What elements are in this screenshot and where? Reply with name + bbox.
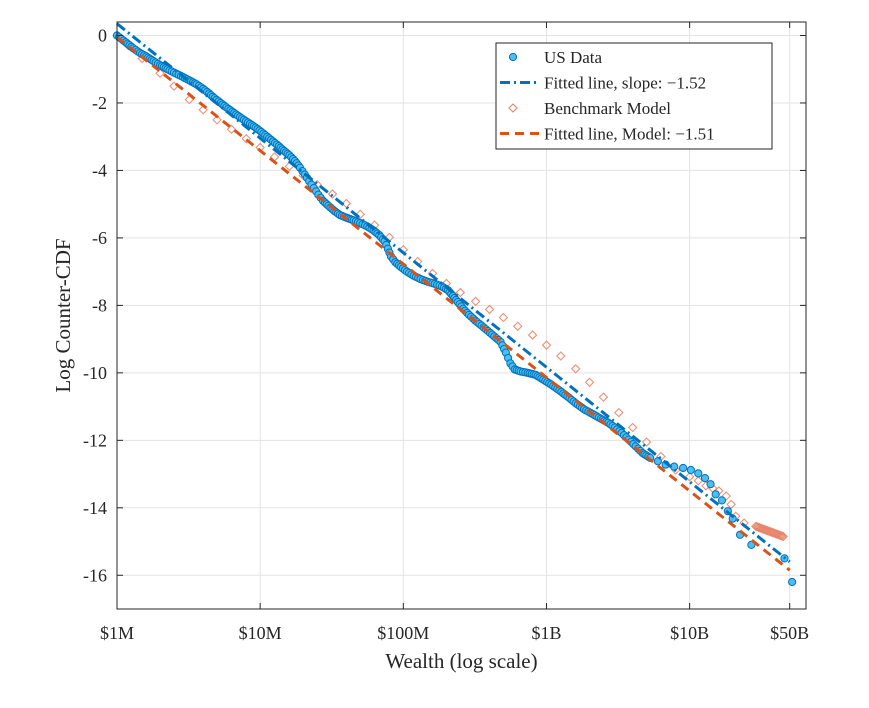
y-tick-label-4: -8 — [92, 295, 107, 315]
series-2-point-72 — [778, 531, 788, 542]
x-tick-label-1: $10M — [239, 623, 282, 643]
series-2-point-17 — [355, 209, 365, 220]
x-tick-label-5: $50B — [770, 623, 809, 643]
series-2-point-40 — [684, 471, 695, 482]
series-2-point-7 — [212, 115, 222, 125]
y-tick-label-7: -14 — [83, 498, 107, 518]
series-1-line — [116, 22, 791, 563]
x-axis-label: Wealth (log scale) — [385, 649, 537, 673]
series-2-point-25 — [470, 296, 481, 307]
y-axis-label: Log Counter-CDF — [51, 238, 75, 392]
legend-swatch-2 — [508, 103, 518, 113]
series-2-point-27 — [498, 312, 509, 323]
series-2-point-16 — [341, 198, 352, 209]
axis-ticks: $1M $10M $100M $1B $10B $50B 0 -2 -4 -6 -8 -10 -12 -1… — [83, 22, 809, 643]
y-tick-label-5: -10 — [83, 363, 107, 383]
series-2-point-32 — [570, 364, 581, 374]
y-tick-label-1: -2 — [92, 93, 107, 113]
x-tick-label-2: $100M — [377, 623, 429, 643]
series-2-point-8 — [226, 124, 237, 135]
x-tick-label-0: $1M — [100, 623, 134, 643]
series-0-point-273 — [717, 496, 726, 505]
legend: US Data Fitted line, slope: −1.52 Benchmar… — [495, 42, 773, 150]
series-2-point-9 — [241, 133, 252, 144]
series-3-line — [116, 36, 791, 572]
series-0-point-270 — [700, 474, 710, 483]
series-2-point-34 — [598, 392, 609, 402]
y-tick-label-3: -6 — [92, 228, 107, 248]
series-2-point-30 — [541, 340, 552, 350]
series-2-point-3 — [155, 68, 165, 79]
data-layer — [112, 22, 797, 587]
series-2-point-26 — [484, 304, 495, 315]
series-2-point-28 — [512, 321, 523, 332]
x-tick-label-4: $10B — [670, 623, 709, 643]
series-0-point-267 — [678, 463, 688, 473]
series-0-point-264 — [653, 457, 662, 466]
legend-entry-2: Benchmark Model — [544, 99, 671, 118]
series-0-point-272 — [711, 490, 720, 499]
y-tick-label-0: 0 — [98, 25, 107, 45]
series-1 — [116, 22, 791, 563]
series-2-point-29 — [527, 330, 538, 340]
series-2-point-37 — [641, 437, 652, 447]
series-2-point-36 — [627, 422, 638, 433]
series-2-point-46 — [726, 499, 736, 510]
legend-entry-3: Fitted line, Model: −1.51 — [544, 125, 715, 144]
series-2-point-45 — [721, 491, 731, 501]
series-2-point-15 — [327, 189, 338, 199]
legend-swatch-0 — [508, 52, 518, 62]
series-0-point-268 — [686, 465, 695, 475]
y-tick-label-2: -4 — [92, 160, 107, 180]
legend-box — [495, 42, 773, 150]
series-0-point-271 — [706, 480, 715, 489]
y-tick-label-6: -12 — [83, 430, 107, 450]
series-3 — [116, 36, 791, 572]
series-2-point-33 — [584, 377, 595, 388]
series-0-point-279 — [788, 577, 797, 587]
plot-frame — [116, 21, 807, 610]
series-2-point-31 — [556, 351, 566, 361]
series-0-point-269 — [694, 469, 703, 478]
legend-entry-0: US Data — [544, 48, 603, 67]
series-2-point-35 — [614, 407, 624, 418]
series-2-point-24 — [455, 287, 466, 298]
legend-entry-1: Fitted line, slope: −1.52 — [544, 74, 706, 93]
series-2-point-41 — [693, 476, 704, 486]
x-tick-label-3: $1B — [531, 623, 561, 643]
y-tick-label-8: -16 — [83, 565, 107, 585]
